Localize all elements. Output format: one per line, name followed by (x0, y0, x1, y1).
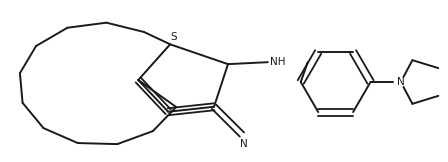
Text: NH: NH (270, 57, 285, 67)
Text: N: N (396, 77, 405, 87)
Text: S: S (171, 32, 177, 42)
Text: N: N (240, 139, 248, 150)
